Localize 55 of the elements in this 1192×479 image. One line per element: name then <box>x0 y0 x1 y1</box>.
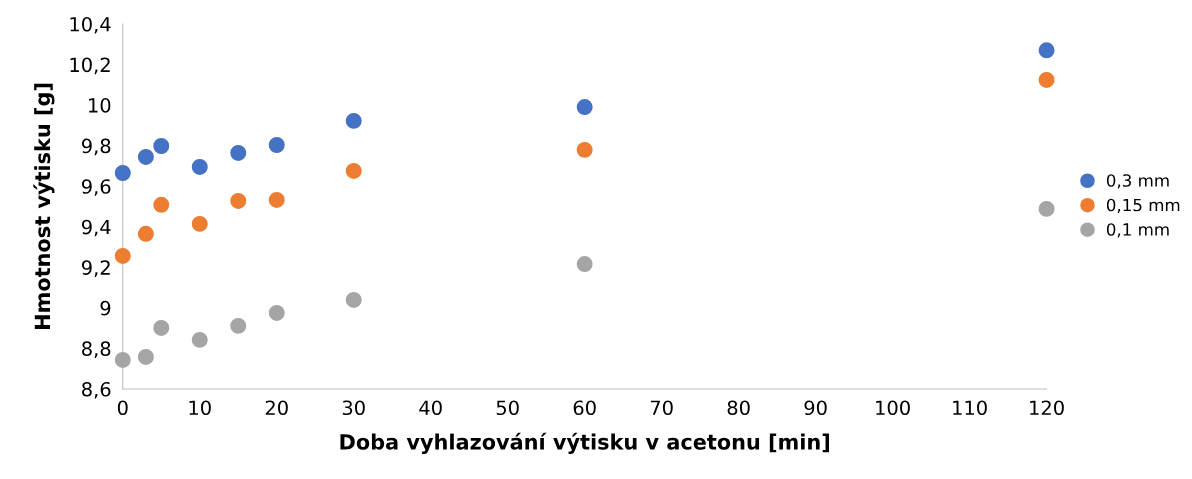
y-tick-label: 9 <box>100 300 111 316</box>
point <box>268 137 285 153</box>
point <box>268 304 285 321</box>
point <box>137 225 154 242</box>
point <box>576 141 593 158</box>
x-tick-label: 110 <box>953 400 987 416</box>
point <box>137 148 154 165</box>
x-tick-label: 60 <box>573 400 596 416</box>
x-tick-label: 90 <box>804 400 827 416</box>
point <box>345 162 362 179</box>
y-tick-label: 8,8 <box>82 341 111 359</box>
point <box>345 112 362 129</box>
x-tick-label: 0 <box>117 400 128 416</box>
x-tick-label: 120 <box>1030 400 1064 416</box>
x-tick-label: 10 <box>189 400 211 416</box>
legend-label: 0,15 mm <box>1106 198 1180 213</box>
point <box>114 351 131 368</box>
y-tick-label: 9,2 <box>81 260 110 277</box>
legend-label: 0,3 mm <box>1106 174 1169 189</box>
point <box>1038 71 1055 88</box>
point <box>576 99 593 116</box>
y-tick-label: 8,6 <box>82 381 111 399</box>
y-tick-label: 9,4 <box>81 219 111 237</box>
point <box>1038 42 1055 59</box>
x-tick-label: 70 <box>650 400 673 416</box>
point <box>576 256 593 273</box>
y-tick-label: 10,4 <box>70 16 111 34</box>
y-tick-label: 10 <box>89 98 111 113</box>
point <box>153 196 170 213</box>
point <box>230 144 247 161</box>
legend-label: 0,1 mm <box>1106 223 1169 238</box>
y-tick-label: 9,6 <box>81 179 111 196</box>
point <box>137 348 154 365</box>
point <box>114 247 131 264</box>
point <box>114 165 131 181</box>
point <box>268 191 285 208</box>
x-axis-title: Doba vyhlazování výtisku v acetonu [min] <box>340 432 829 454</box>
x-tick-label: 30 <box>342 400 365 416</box>
point <box>345 291 362 308</box>
y-tick-label: 10,2 <box>70 57 110 75</box>
point <box>153 138 170 155</box>
x-tick-label: 100 <box>876 400 910 416</box>
x-tick-label: 20 <box>265 400 288 416</box>
point <box>153 319 170 336</box>
point <box>1038 200 1055 217</box>
point <box>191 215 208 232</box>
x-tick-label: 80 <box>727 400 750 416</box>
point <box>191 331 208 348</box>
point <box>230 317 247 334</box>
point <box>230 192 247 209</box>
y-axis-title: Hmotnost výtisku [g] <box>33 83 55 329</box>
x-tick-label: 40 <box>419 400 442 416</box>
point <box>191 158 208 175</box>
x-tick-label: 50 <box>496 400 519 416</box>
y-tick-label: 9,8 <box>81 138 111 156</box>
